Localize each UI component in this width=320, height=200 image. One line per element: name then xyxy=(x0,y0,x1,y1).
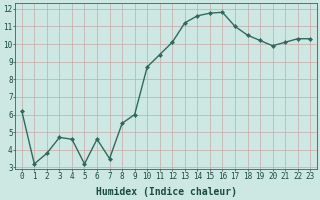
X-axis label: Humidex (Indice chaleur): Humidex (Indice chaleur) xyxy=(95,186,236,197)
